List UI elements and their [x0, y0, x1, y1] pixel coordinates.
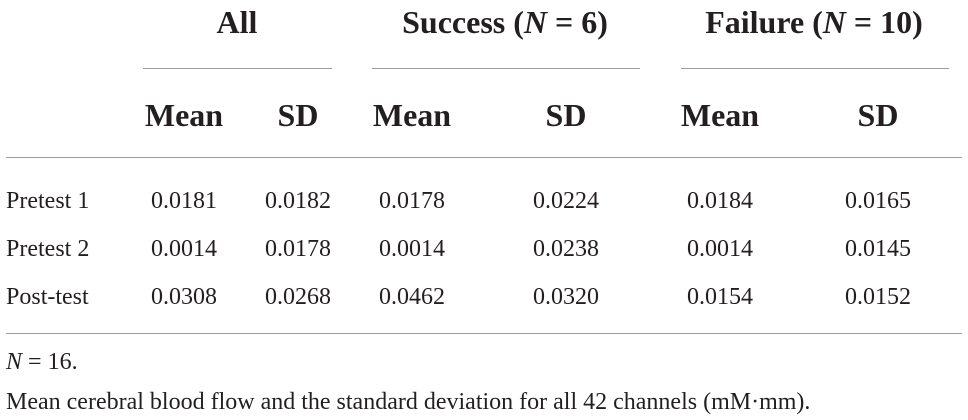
table-cell: 0.0178: [265, 236, 331, 262]
table-cell: 0.0152: [845, 284, 911, 310]
group-n: 10: [880, 4, 913, 40]
group-header-all: All: [140, 2, 334, 42]
table-cell: 0.0014: [687, 236, 753, 262]
table-cell: 0.0014: [379, 236, 445, 262]
table-cell: 0.0224: [533, 188, 599, 214]
subheader-sd: SD: [857, 97, 899, 133]
footnote-n-value: 16: [47, 349, 72, 375]
subheader-mean: Mean: [372, 97, 452, 133]
row-label-pretest-2: Pretest 2: [6, 236, 90, 262]
group-rule-failure: [681, 68, 949, 69]
group-header-failure: Failure (N = 10): [705, 4, 923, 40]
group-header-success: Success (N = 6): [402, 4, 608, 40]
table-cell: 0.0014: [151, 236, 217, 262]
table-cell: 0.0165: [845, 188, 911, 214]
table-cell: 0.0178: [379, 188, 445, 214]
subheader-mean: Mean: [144, 97, 224, 133]
table-cell: 0.0320: [533, 284, 599, 310]
table-cell: 0.0181: [151, 188, 217, 214]
table-cell: 0.0154: [687, 284, 753, 310]
table-cell: 0.0308: [151, 284, 217, 310]
row-label-post-test: Post-test: [6, 284, 89, 310]
table-cell: 0.0184: [687, 188, 753, 214]
subheader-sd: SD: [545, 97, 587, 133]
subheader-mean: Mean: [680, 97, 760, 133]
group-label: Success: [402, 4, 506, 40]
footnote-caption: Mean cerebral blood flow and the standar…: [6, 389, 811, 415]
footnote-n: N = 16.: [6, 349, 78, 375]
header-rule: [6, 157, 962, 158]
row-label-pretest-1: Pretest 1: [6, 188, 90, 214]
subheader-sd: SD: [277, 97, 319, 133]
table-cell: 0.0462: [379, 284, 445, 310]
bottom-rule: [6, 333, 962, 334]
table-cell: 0.0268: [265, 284, 331, 310]
group-rule-all: [143, 68, 332, 69]
table-cell: 0.0182: [265, 188, 331, 214]
group-label: All: [216, 4, 258, 40]
table-cell: 0.0145: [845, 236, 911, 262]
table-cell: 0.0238: [533, 236, 599, 262]
group-n: 6: [581, 4, 598, 40]
group-rule-success: [372, 68, 640, 69]
group-label: Failure: [705, 4, 805, 40]
